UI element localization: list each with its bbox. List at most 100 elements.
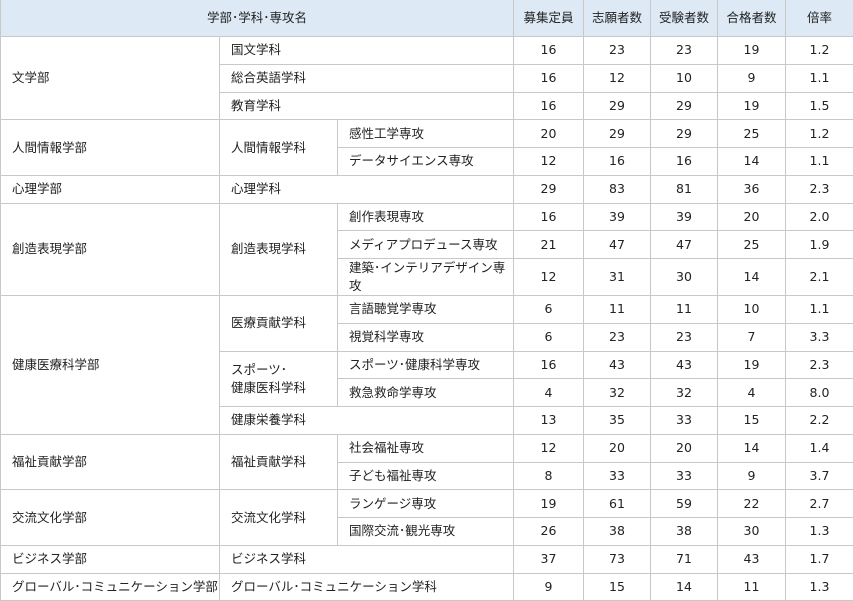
- ratio-cell: 2.7: [786, 490, 853, 518]
- ratio-cell: 1.7: [786, 545, 853, 573]
- examinees-cell: 33: [651, 462, 718, 490]
- faculty-cell: 文学部: [1, 37, 220, 120]
- department-cell: 教育学科: [220, 92, 514, 120]
- department-cell: グローバル･コミュニケーション学科: [220, 573, 514, 601]
- capacity-cell: 16: [514, 351, 584, 379]
- capacity-cell: 12: [514, 434, 584, 462]
- examinees-cell: 71: [651, 545, 718, 573]
- examinees-cell: 29: [651, 120, 718, 148]
- department-cell: 国文学科: [220, 37, 514, 65]
- ratio-cell: 2.3: [786, 351, 853, 379]
- department-cell: 創造表現学科: [220, 203, 338, 296]
- applicants-cell: 20: [584, 434, 651, 462]
- applicants-cell: 33: [584, 462, 651, 490]
- major-cell: 言語聴覚学専攻: [338, 296, 514, 324]
- ratio-cell: 1.3: [786, 518, 853, 546]
- capacity-cell: 29: [514, 175, 584, 203]
- applicants-cell: 23: [584, 323, 651, 351]
- capacity-cell: 8: [514, 462, 584, 490]
- ratio-cell: 1.3: [786, 573, 853, 601]
- applicants-cell: 16: [584, 148, 651, 176]
- faculty-cell: 心理学部: [1, 175, 220, 203]
- capacity-cell: 12: [514, 259, 584, 296]
- passers-cell: 9: [718, 64, 786, 92]
- examinees-cell: 23: [651, 37, 718, 65]
- passers-cell: 19: [718, 92, 786, 120]
- examinees-cell: 81: [651, 175, 718, 203]
- passers-cell: 36: [718, 175, 786, 203]
- faculty-cell: 創造表現学部: [1, 203, 220, 296]
- applicants-cell: 38: [584, 518, 651, 546]
- applicants-cell: 12: [584, 64, 651, 92]
- department-cell: 人間情報学科: [220, 120, 338, 176]
- passers-cell: 43: [718, 545, 786, 573]
- examinees-cell: 38: [651, 518, 718, 546]
- examinees-cell: 11: [651, 296, 718, 324]
- passers-cell: 11: [718, 573, 786, 601]
- ratio-cell: 1.9: [786, 231, 853, 259]
- examinees-cell: 59: [651, 490, 718, 518]
- passers-cell: 19: [718, 351, 786, 379]
- applicants-cell: 47: [584, 231, 651, 259]
- ratio-cell: 8.0: [786, 379, 853, 407]
- passers-cell: 20: [718, 203, 786, 231]
- capacity-cell: 13: [514, 407, 584, 435]
- ratio-cell: 1.2: [786, 37, 853, 65]
- applicants-cell: 32: [584, 379, 651, 407]
- applicants-cell: 35: [584, 407, 651, 435]
- faculty-cell: 健康医療科学部: [1, 296, 220, 435]
- capacity-cell: 21: [514, 231, 584, 259]
- ratio-cell: 1.1: [786, 148, 853, 176]
- header-applicants: 志願者数: [584, 0, 651, 37]
- major-cell: メディアプロデュース専攻: [338, 231, 514, 259]
- major-cell: データサイエンス専攻: [338, 148, 514, 176]
- capacity-cell: 16: [514, 92, 584, 120]
- ratio-cell: 2.0: [786, 203, 853, 231]
- ratio-cell: 1.4: [786, 434, 853, 462]
- capacity-cell: 9: [514, 573, 584, 601]
- passers-cell: 10: [718, 296, 786, 324]
- applicants-cell: 29: [584, 120, 651, 148]
- capacity-cell: 16: [514, 64, 584, 92]
- capacity-cell: 26: [514, 518, 584, 546]
- major-cell: ランゲージ専攻: [338, 490, 514, 518]
- capacity-cell: 6: [514, 323, 584, 351]
- department-cell: 福祉貢献学科: [220, 434, 338, 490]
- capacity-cell: 6: [514, 296, 584, 324]
- major-cell: 建築･インテリアデザイン専攻: [338, 259, 514, 296]
- faculty-cell: グローバル･コミュニケーション学部: [1, 573, 220, 601]
- ratio-cell: 1.1: [786, 296, 853, 324]
- applicants-cell: 23: [584, 37, 651, 65]
- passers-cell: 25: [718, 120, 786, 148]
- examinees-cell: 33: [651, 407, 718, 435]
- faculty-cell: 交流文化学部: [1, 490, 220, 546]
- passers-cell: 14: [718, 259, 786, 296]
- examinees-cell: 20: [651, 434, 718, 462]
- header-examinees: 受験者数: [651, 0, 718, 37]
- department-cell: 健康栄養学科: [220, 407, 514, 435]
- examinees-cell: 10: [651, 64, 718, 92]
- capacity-cell: 4: [514, 379, 584, 407]
- passers-cell: 14: [718, 434, 786, 462]
- header-ratio: 倍率: [786, 0, 853, 37]
- applicants-cell: 61: [584, 490, 651, 518]
- applicants-cell: 31: [584, 259, 651, 296]
- ratio-cell: 3.3: [786, 323, 853, 351]
- department-cell: 総合英語学科: [220, 64, 514, 92]
- passers-cell: 22: [718, 490, 786, 518]
- applicants-cell: 29: [584, 92, 651, 120]
- applicants-cell: 83: [584, 175, 651, 203]
- passers-cell: 9: [718, 462, 786, 490]
- capacity-cell: 20: [514, 120, 584, 148]
- ratio-cell: 2.1: [786, 259, 853, 296]
- examinees-cell: 16: [651, 148, 718, 176]
- header-name-column: 学部･学科･専攻名: [1, 0, 514, 37]
